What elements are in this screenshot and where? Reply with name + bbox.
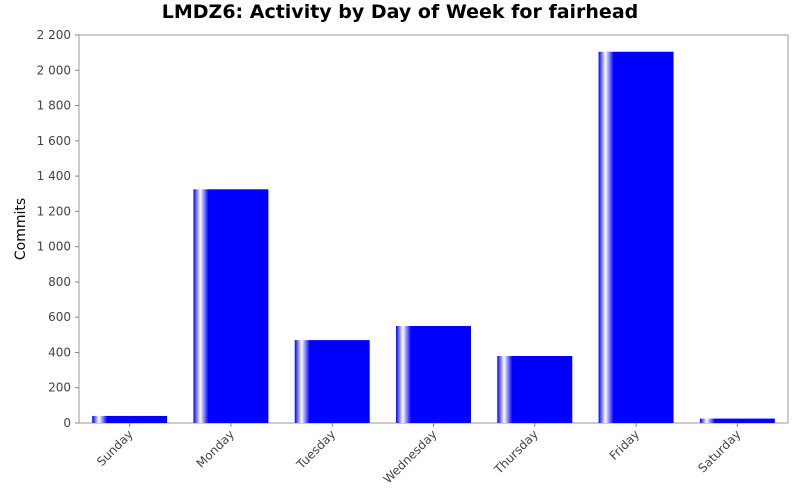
chart-title: LMDZ6: Activity by Day of Week for fairh… [161, 1, 639, 23]
x-tick-label: Monday [194, 427, 237, 470]
bar-saturday [699, 418, 775, 423]
y-tick-label: 200 [48, 381, 71, 395]
y-tick-label: 1 000 [37, 240, 71, 254]
y-tick-label: 1 400 [37, 169, 71, 183]
bar-thursday [497, 355, 573, 423]
x-axis: Sunday Monday Tuesday Wednesday Thursday Frid… [94, 423, 743, 486]
bars [92, 51, 775, 423]
y-tick-label: 2 200 [37, 28, 71, 42]
bar-sunday [92, 415, 168, 423]
y-tick-label: 600 [48, 310, 71, 324]
x-tick-label: Wednesday [381, 427, 440, 486]
y-tick-label: 1 600 [37, 134, 71, 148]
y-axis-title: Commits [13, 198, 29, 260]
bar-tuesday [294, 340, 370, 423]
y-axis: 0 200 400 600 800 1 000 1 200 1 400 1 600 1 800 2 … [37, 28, 79, 430]
y-tick-label: 1 800 [37, 99, 71, 113]
bar-monday [193, 189, 269, 423]
x-tick-label: Sunday [94, 427, 136, 469]
x-tick-label: Saturday [695, 427, 743, 475]
bar-wednesday [396, 326, 471, 423]
bar-friday [598, 51, 674, 423]
y-tick-label: 800 [48, 275, 71, 289]
y-tick-label: 1 200 [37, 204, 71, 218]
y-tick-label: 0 [63, 416, 71, 430]
x-tick-label: Tuesday [293, 427, 338, 472]
y-tick-label: 400 [48, 345, 71, 359]
x-tick-label: Friday [607, 427, 643, 463]
y-tick-label: 2 000 [37, 63, 71, 77]
x-tick-label: Thursday [491, 427, 541, 477]
